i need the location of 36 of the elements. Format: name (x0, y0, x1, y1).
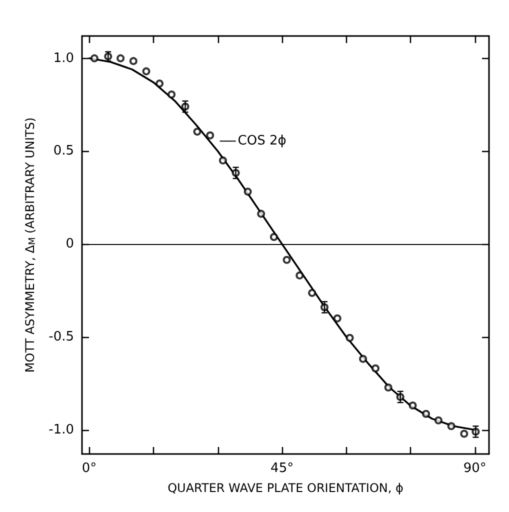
point (447, 422, 456, 430)
point (422, 410, 430, 418)
point (460, 430, 468, 438)
point (270, 233, 278, 242)
point (371, 364, 380, 372)
point (257, 210, 266, 218)
point (244, 188, 252, 196)
y-tick-label: 0 (66, 236, 74, 252)
y-axis-title: MOTT ASYMMETRY, ΔM (ARBITRARY UNITS) (23, 117, 38, 373)
x-tick-label: 0° (82, 461, 97, 476)
point (156, 80, 164, 88)
point (384, 383, 392, 392)
point (296, 271, 304, 280)
point (333, 314, 342, 322)
point (116, 54, 125, 62)
point (90, 54, 98, 62)
y-tick-label: 0.5 (53, 144, 74, 159)
point (359, 354, 368, 363)
x-axis-title: QUARTER WAVE PLATE ORIENTATION, ϕ (168, 481, 404, 495)
point (168, 90, 176, 99)
y-tick-label: -1.0 (48, 422, 74, 438)
annotation: COS 2ϕ (238, 134, 286, 149)
point (193, 128, 202, 136)
point (129, 57, 138, 66)
point (408, 402, 417, 410)
point (206, 131, 214, 140)
point (346, 334, 354, 342)
y-tick-label: -0.5 (48, 329, 74, 344)
x-tick-label: 45° (270, 461, 294, 476)
point (282, 256, 291, 264)
point (308, 288, 316, 297)
point (434, 416, 442, 424)
x-tick-label: 90° (463, 461, 486, 476)
point (218, 156, 227, 164)
point (142, 67, 150, 76)
y-tick-label: 1.0 (53, 50, 74, 66)
